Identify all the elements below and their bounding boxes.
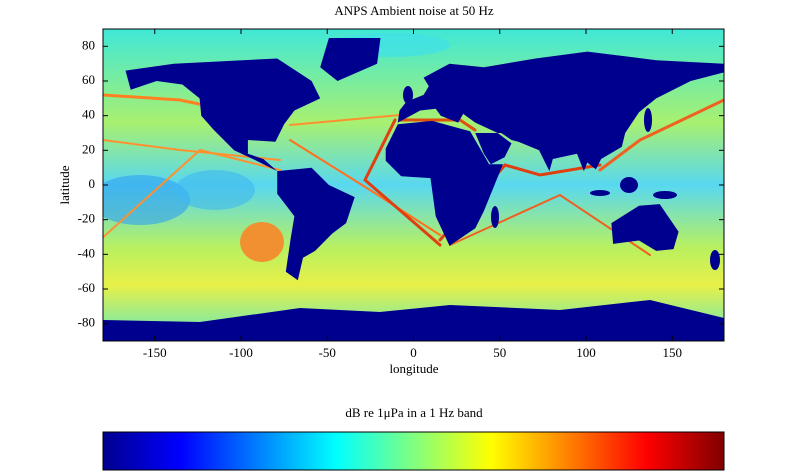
x-tick-label: -50 bbox=[319, 345, 336, 360]
y-axis-label: latitude bbox=[57, 165, 72, 204]
y-tick-label: -40 bbox=[78, 245, 95, 260]
x-tick-label: 100 bbox=[576, 345, 596, 360]
y-tick-label: -80 bbox=[78, 315, 95, 330]
colorbar-label: dB re 1μPa in a 1 Hz band bbox=[345, 405, 483, 420]
y-tick-label: 80 bbox=[82, 37, 95, 52]
x-axis-label: longitude bbox=[389, 361, 438, 376]
x-tick-label: 0 bbox=[410, 345, 417, 360]
colorbar bbox=[102, 431, 725, 471]
x-tick-label: 50 bbox=[493, 345, 506, 360]
y-tick-label: -20 bbox=[78, 211, 95, 226]
chart-title: ANPS Ambient noise at 50 Hz bbox=[334, 3, 493, 18]
x-tick-label: 150 bbox=[663, 345, 683, 360]
x-tick-label: -100 bbox=[229, 345, 253, 360]
y-tick-label: 60 bbox=[82, 72, 95, 87]
x-tick-label: -150 bbox=[143, 345, 167, 360]
y-tick-label: -60 bbox=[78, 280, 95, 295]
y-tick-label: 0 bbox=[89, 176, 96, 191]
y-tick-label: 40 bbox=[82, 107, 95, 122]
heatmap bbox=[103, 29, 724, 341]
y-tick-label: 20 bbox=[82, 141, 95, 156]
